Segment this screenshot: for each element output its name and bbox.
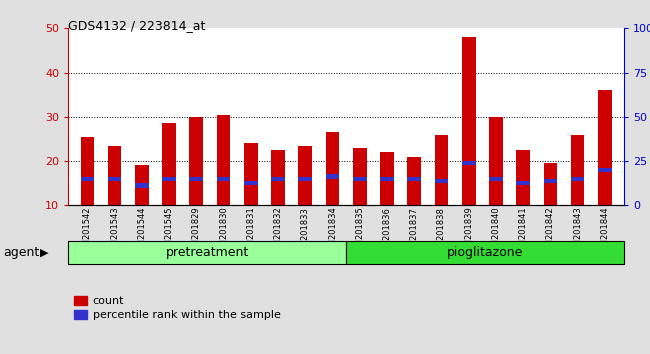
Bar — [571, 135, 584, 205]
Bar — [162, 177, 176, 181]
Bar — [298, 145, 312, 205]
Bar — [462, 161, 476, 166]
Bar — [81, 177, 94, 181]
Bar — [543, 179, 557, 183]
Bar — [346, 241, 624, 264]
Bar — [271, 177, 285, 181]
Bar — [435, 135, 448, 205]
Text: pioglitazone: pioglitazone — [447, 246, 523, 259]
Bar — [516, 181, 530, 185]
Bar — [81, 137, 94, 205]
Bar — [435, 179, 448, 183]
Bar — [571, 177, 584, 181]
Text: agent: agent — [3, 246, 40, 259]
Bar — [271, 150, 285, 205]
Bar — [326, 174, 339, 179]
Bar — [380, 152, 394, 205]
Bar — [162, 124, 176, 205]
Bar — [108, 177, 122, 181]
Bar — [598, 168, 612, 172]
Bar — [244, 143, 257, 205]
Bar — [108, 145, 122, 205]
Bar — [516, 150, 530, 205]
Legend: count, percentile rank within the sample: count, percentile rank within the sample — [74, 296, 281, 320]
Bar — [135, 166, 149, 205]
Bar — [408, 156, 421, 205]
Bar — [598, 90, 612, 205]
Bar — [190, 177, 203, 181]
Bar — [543, 163, 557, 205]
Bar — [326, 132, 339, 205]
Bar — [353, 177, 367, 181]
Bar — [190, 117, 203, 205]
Bar — [298, 177, 312, 181]
Bar — [489, 177, 502, 181]
Bar — [68, 241, 346, 264]
Text: ▶: ▶ — [40, 247, 49, 257]
Bar — [135, 183, 149, 188]
Bar — [462, 37, 476, 205]
Text: pretreatment: pretreatment — [166, 246, 249, 259]
Bar — [244, 181, 257, 185]
Bar — [380, 177, 394, 181]
Text: GDS4132 / 223814_at: GDS4132 / 223814_at — [68, 19, 205, 33]
Bar — [216, 115, 230, 205]
Bar — [353, 148, 367, 205]
Bar — [408, 177, 421, 181]
Bar — [489, 117, 502, 205]
Bar — [216, 177, 230, 181]
